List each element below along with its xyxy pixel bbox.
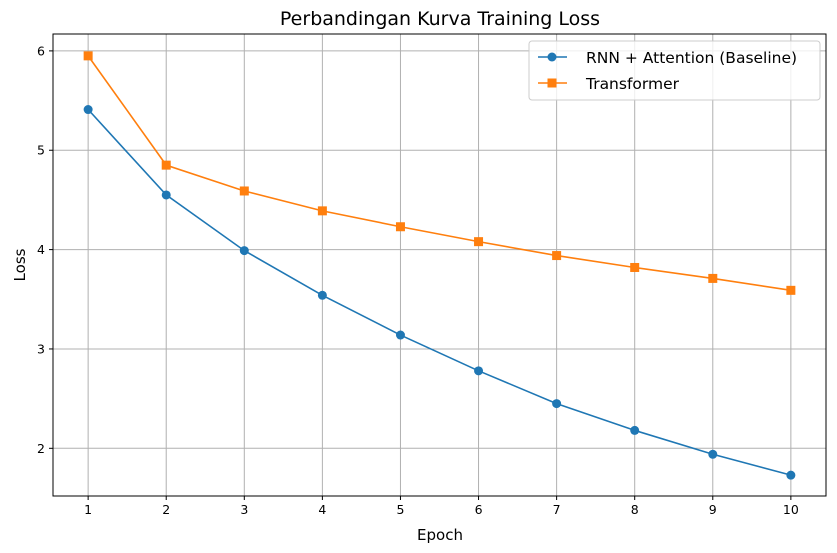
x-tick-label: 10 xyxy=(783,502,799,517)
data-point-square xyxy=(552,251,562,261)
x-tick-label: 6 xyxy=(475,502,483,517)
y-tick-label: 6 xyxy=(37,43,45,58)
data-point-circle xyxy=(630,425,640,435)
data-point-circle xyxy=(239,246,249,256)
data-point-square xyxy=(395,222,405,232)
data-point-circle xyxy=(786,470,796,480)
x-tick-label: 7 xyxy=(553,502,561,517)
x-tick-label: 5 xyxy=(396,502,404,517)
legend-label-rnn: RNN + Attention (Baseline) xyxy=(586,49,797,67)
x-tick-label: 4 xyxy=(318,502,326,517)
y-axis-label: Loss xyxy=(11,248,29,281)
data-point-circle xyxy=(708,449,718,459)
data-point-square xyxy=(786,285,796,295)
x-tick-label: 3 xyxy=(240,502,248,517)
data-point-square xyxy=(317,206,327,216)
series-line-0 xyxy=(87,108,792,476)
data-point-square xyxy=(83,51,93,61)
x-tick-label: 1 xyxy=(84,502,92,517)
x-tick-label: 9 xyxy=(709,502,717,517)
chart-title: Perbandingan Kurva Training Loss xyxy=(280,8,600,30)
plot-area-frame xyxy=(52,33,827,497)
x-tick-label: 8 xyxy=(631,502,639,517)
data-point-square xyxy=(474,237,484,247)
legend-box xyxy=(528,40,821,101)
x-tick-label: 2 xyxy=(162,502,170,517)
x-axis-label: Epoch xyxy=(417,526,463,544)
series-line-1 xyxy=(87,55,791,292)
data-point-circle xyxy=(395,330,405,340)
data-point-circle xyxy=(317,290,327,300)
data-point-square xyxy=(630,262,640,272)
axis-ticks: 1 2 3 4 5 6 7 8 9 10 2 3 4 5 6 xyxy=(37,43,799,517)
legend-marker-transformer xyxy=(547,78,557,88)
data-point-square xyxy=(708,273,718,283)
data-point-circle xyxy=(552,399,562,409)
y-tick-label: 2 xyxy=(37,441,45,456)
data-point-circle xyxy=(161,190,171,200)
y-tick-label: 5 xyxy=(37,143,45,158)
legend-marker-rnn xyxy=(547,52,557,62)
legend-label-transformer: Transformer xyxy=(585,75,680,93)
series-layer xyxy=(83,51,796,480)
grid-lines xyxy=(53,34,826,496)
y-tick-label: 3 xyxy=(37,341,45,356)
data-point-circle xyxy=(474,366,484,376)
data-point-square xyxy=(239,186,249,196)
legend: RNN + Attention (Baseline) Transformer xyxy=(528,40,821,101)
y-tick-label: 4 xyxy=(37,242,45,257)
data-point-square xyxy=(161,160,171,170)
data-point-circle xyxy=(83,105,93,115)
